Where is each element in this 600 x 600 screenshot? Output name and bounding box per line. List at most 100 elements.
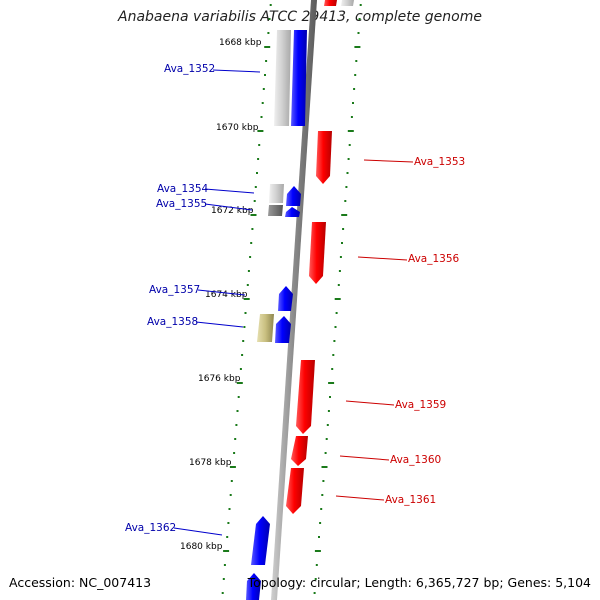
ruler-left-tick (223, 550, 230, 552)
ruler-left-tick (268, 18, 271, 20)
accession-label: Accession: NC_007413 (9, 575, 152, 590)
feature-gray-top (341, 0, 354, 6)
ruler-right-tick (354, 74, 357, 76)
gene-label-Ava_1360[interactable]: Ava_1360 (390, 454, 441, 466)
tick-label-1674: 1674 kbp (205, 290, 248, 300)
ruler-right-tick (334, 326, 337, 328)
ruler-left-tick (257, 130, 264, 132)
gene-label-Ava_1353[interactable]: Ava_1353 (414, 156, 465, 168)
ruler-right-tick (337, 284, 340, 286)
ruler-left-tick (244, 312, 247, 314)
ruler-right-tick (350, 116, 353, 118)
gene-body-Ava_1362b (246, 573, 261, 600)
ruler-right-tick (328, 382, 335, 384)
ruler-left-tick (229, 466, 236, 468)
gene-body-Ava_1352 (291, 30, 307, 126)
ruler-left-tick (242, 340, 245, 342)
ruler-right-tick (318, 536, 320, 538)
gene-label-Ava_1361[interactable]: Ava_1361 (385, 494, 436, 506)
ruler-right-tick (344, 200, 347, 202)
ruler-left-dots (221, 4, 272, 594)
ruler-left-tick (236, 410, 239, 412)
tick-label-1672: 1672 kbp (211, 206, 254, 216)
gene-body-Ava_1362 (251, 516, 270, 565)
other-features (257, 0, 354, 342)
ruler-right-tick (342, 228, 345, 230)
ruler-left-tick (265, 60, 268, 62)
gene-label-Ava_1355[interactable]: Ava_1355 (156, 198, 207, 210)
ruler-left-tick (250, 242, 253, 244)
ruler-right-tick (339, 256, 342, 258)
ruler-right-tick (313, 592, 316, 594)
tick-label-1668: 1668 kbp (219, 38, 262, 48)
ruler-right-tick (359, 4, 362, 6)
ruler-left-tick (222, 578, 225, 580)
ruler-right-tick (341, 242, 343, 244)
gene-label-Ava_1359[interactable]: Ava_1359 (395, 399, 446, 411)
ruler-left-tick (246, 284, 249, 286)
ruler-right-tick (320, 508, 323, 510)
feature-gray-dark (268, 205, 283, 216)
feature-red-top (324, 0, 337, 6)
ruler-left-tick (253, 200, 256, 202)
ruler-right-tick (348, 144, 351, 146)
gene-bodies (246, 30, 332, 600)
feature-olive (257, 314, 274, 342)
ruler-right-tick (347, 158, 350, 160)
gene-body-Ava_1353 (316, 131, 332, 184)
gene-label-Ava_1354[interactable]: Ava_1354 (157, 183, 209, 195)
ruler-left-tick (228, 508, 231, 510)
ruler-right-tick (346, 172, 349, 174)
gene-body-Ava_1356 (309, 222, 326, 284)
ruler-right-tick (325, 438, 328, 440)
ruler-left-tick (239, 368, 242, 370)
gene-label-Ava_1356[interactable]: Ava_1356 (408, 253, 460, 265)
ruler-right-tick (314, 578, 317, 580)
ruler-left-tick (243, 326, 246, 328)
gene-body-Ava_1357 (278, 286, 293, 311)
ruler-right-tick (338, 270, 341, 272)
ruler-left-tick (227, 522, 230, 524)
feature-gray-large (274, 30, 291, 126)
gene-body-Ava_1360 (291, 436, 308, 466)
gene-label-Ava_1358[interactable]: Ava_1358 (147, 316, 198, 328)
ruler-left-tick (249, 256, 252, 258)
ruler-left-tick (235, 424, 238, 426)
reverse-gene-labels[interactable]: Ava_1352 Ava_1354 Ava_1355 Ava_1357 Ava_… (125, 63, 261, 536)
ruler-left-tick (269, 4, 272, 6)
ruler-right-tick (332, 354, 335, 356)
ruler-right-tick (335, 312, 338, 314)
forward-gene-labels[interactable]: Ava_1353 Ava_1356 Ava_1359 Ava_1360 Ava_… (335, 156, 465, 506)
ruler-right-tick (322, 480, 325, 482)
ruler-left-tick (260, 116, 263, 118)
ruler-right-tick (354, 46, 361, 48)
ruler-left-tick (234, 438, 237, 440)
ruler-left-tick (229, 494, 232, 496)
ruler-left-tick (261, 102, 264, 104)
ruler-right-tick (314, 550, 321, 552)
ruler-left-tick (258, 144, 261, 146)
genome-backbone (271, 0, 317, 600)
ruler-right-tick (327, 410, 330, 412)
axis-ticks: 1668 kbp 1670 kbp 1672 kbp 1674 kbp 1676… (180, 38, 262, 552)
gene-body-Ava_1355 (285, 207, 300, 217)
ruler-left-tick (223, 564, 226, 566)
ruler-right-dots (313, 4, 362, 594)
ruler-left-tick (233, 452, 236, 454)
gene-label-Ava_1352[interactable]: Ava_1352 (164, 63, 215, 75)
gene-label-Ava_1357[interactable]: Ava_1357 (149, 284, 200, 296)
ruler-right-tick (334, 298, 341, 300)
ruler-right-tick (319, 522, 322, 524)
ruler-right-tick (315, 564, 318, 566)
genome-info-label: Topology: circular; Length: 6,365,727 bp… (247, 575, 591, 590)
ruler-right-tick (355, 60, 358, 62)
ruler-right-tick (321, 466, 328, 468)
ruler-left-tick (230, 480, 233, 482)
gene-body-Ava_1359 (296, 360, 315, 434)
ruler-right-tick (333, 340, 336, 342)
gene-body-Ava_1358 (275, 316, 291, 343)
ruler-right-tick (329, 396, 331, 398)
gene-label-Ava_1362[interactable]: Ava_1362 (125, 522, 176, 534)
ruler-right-tick (352, 102, 354, 104)
